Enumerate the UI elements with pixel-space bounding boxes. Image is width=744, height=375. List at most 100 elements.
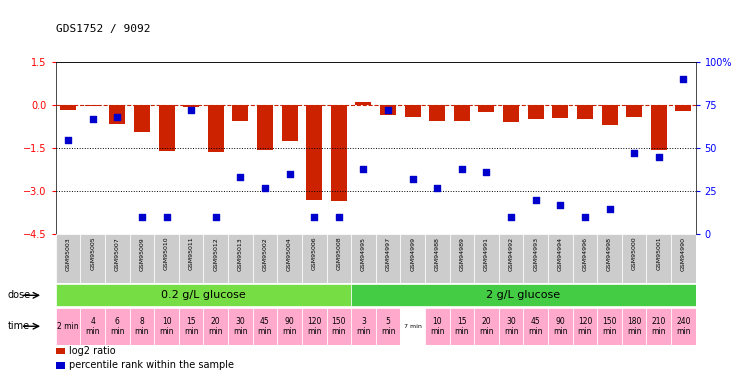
Bar bbox=[425, 234, 449, 283]
Bar bbox=[671, 234, 696, 283]
Bar bbox=[154, 308, 179, 345]
Text: GSM95008: GSM95008 bbox=[336, 237, 341, 270]
Bar bbox=[577, 105, 593, 119]
Bar bbox=[105, 234, 129, 283]
Text: 150
min: 150 min bbox=[602, 316, 617, 336]
Bar bbox=[498, 234, 523, 283]
Bar bbox=[203, 308, 228, 345]
Bar bbox=[307, 105, 322, 200]
Bar bbox=[573, 234, 597, 283]
Text: GSM95010: GSM95010 bbox=[164, 237, 169, 270]
Bar bbox=[523, 234, 548, 283]
Text: GSM95013: GSM95013 bbox=[238, 237, 243, 271]
Bar bbox=[56, 348, 65, 354]
Text: GSM94999: GSM94999 bbox=[410, 237, 415, 271]
Bar bbox=[474, 308, 498, 345]
Text: GSM95002: GSM95002 bbox=[263, 237, 268, 271]
Text: time: time bbox=[7, 321, 30, 331]
Text: 90
min: 90 min bbox=[553, 316, 568, 336]
Bar bbox=[351, 284, 696, 306]
Bar bbox=[548, 234, 573, 283]
Point bbox=[357, 166, 369, 172]
Bar bbox=[548, 308, 573, 345]
Bar bbox=[278, 308, 302, 345]
Point bbox=[554, 202, 566, 208]
Text: percentile rank within the sample: percentile rank within the sample bbox=[69, 360, 234, 370]
Text: GSM95004: GSM95004 bbox=[287, 237, 292, 271]
Text: 120
min: 120 min bbox=[307, 316, 321, 336]
Point bbox=[87, 116, 99, 122]
Bar bbox=[56, 284, 351, 306]
Point bbox=[308, 214, 320, 220]
Point bbox=[677, 76, 689, 82]
Bar bbox=[85, 105, 100, 106]
Bar bbox=[56, 308, 80, 345]
Text: 210
min: 210 min bbox=[652, 316, 666, 336]
Bar bbox=[601, 105, 618, 125]
Text: 45
min: 45 min bbox=[528, 316, 543, 336]
Text: 180
min: 180 min bbox=[627, 316, 641, 336]
Point bbox=[259, 185, 271, 191]
Bar bbox=[331, 105, 347, 201]
Text: GSM94989: GSM94989 bbox=[459, 237, 464, 271]
Bar bbox=[503, 105, 519, 122]
Text: GSM95012: GSM95012 bbox=[214, 237, 218, 271]
Text: log2 ratio: log2 ratio bbox=[69, 346, 116, 356]
Bar bbox=[105, 308, 129, 345]
Text: GSM94990: GSM94990 bbox=[681, 237, 686, 271]
Text: GSM94994: GSM94994 bbox=[558, 237, 562, 271]
Text: 90
min: 90 min bbox=[282, 316, 297, 336]
Point bbox=[136, 214, 148, 220]
Bar bbox=[597, 234, 622, 283]
Bar bbox=[523, 308, 548, 345]
Bar bbox=[253, 234, 278, 283]
Bar bbox=[647, 308, 671, 345]
Bar bbox=[622, 234, 647, 283]
Text: 150
min: 150 min bbox=[332, 316, 346, 336]
Text: 0.2 g/L glucose: 0.2 g/L glucose bbox=[161, 290, 246, 300]
Point bbox=[481, 169, 493, 175]
Text: GSM94993: GSM94993 bbox=[533, 237, 538, 271]
Bar bbox=[676, 105, 691, 111]
Text: 10
min: 10 min bbox=[430, 316, 444, 336]
Bar bbox=[179, 234, 203, 283]
Text: 15
min: 15 min bbox=[455, 316, 469, 336]
Point bbox=[382, 107, 394, 113]
Point bbox=[652, 154, 664, 160]
Text: 8
min: 8 min bbox=[135, 316, 150, 336]
Bar bbox=[228, 234, 253, 283]
Bar bbox=[179, 308, 203, 345]
Bar bbox=[80, 234, 105, 283]
Bar bbox=[129, 308, 154, 345]
Text: 30
min: 30 min bbox=[233, 316, 248, 336]
Text: 5
min: 5 min bbox=[381, 316, 395, 336]
Text: GDS1752 / 9092: GDS1752 / 9092 bbox=[56, 24, 150, 34]
Text: 3
min: 3 min bbox=[356, 316, 371, 336]
Text: GSM94991: GSM94991 bbox=[484, 237, 489, 271]
Point bbox=[432, 185, 443, 191]
Text: GSM94998: GSM94998 bbox=[607, 237, 612, 271]
Bar bbox=[449, 234, 474, 283]
Text: GSM94997: GSM94997 bbox=[385, 237, 391, 271]
Bar bbox=[376, 234, 400, 283]
Text: GSM95000: GSM95000 bbox=[632, 237, 637, 270]
Bar bbox=[597, 308, 622, 345]
Point bbox=[628, 150, 640, 156]
Text: GSM95001: GSM95001 bbox=[656, 237, 661, 270]
Bar bbox=[356, 102, 371, 105]
Point bbox=[283, 171, 295, 177]
Point bbox=[161, 214, 173, 220]
Bar bbox=[158, 105, 175, 151]
Bar bbox=[129, 234, 154, 283]
Bar bbox=[327, 308, 351, 345]
Text: GSM95011: GSM95011 bbox=[189, 237, 193, 270]
Text: 7 min: 7 min bbox=[404, 324, 422, 329]
Bar bbox=[626, 105, 642, 117]
Bar bbox=[56, 362, 65, 369]
Point bbox=[456, 166, 468, 172]
Bar bbox=[671, 308, 696, 345]
Text: GSM94992: GSM94992 bbox=[509, 237, 513, 271]
Bar bbox=[573, 308, 597, 345]
Point bbox=[530, 197, 542, 203]
Text: GSM95005: GSM95005 bbox=[90, 237, 95, 270]
